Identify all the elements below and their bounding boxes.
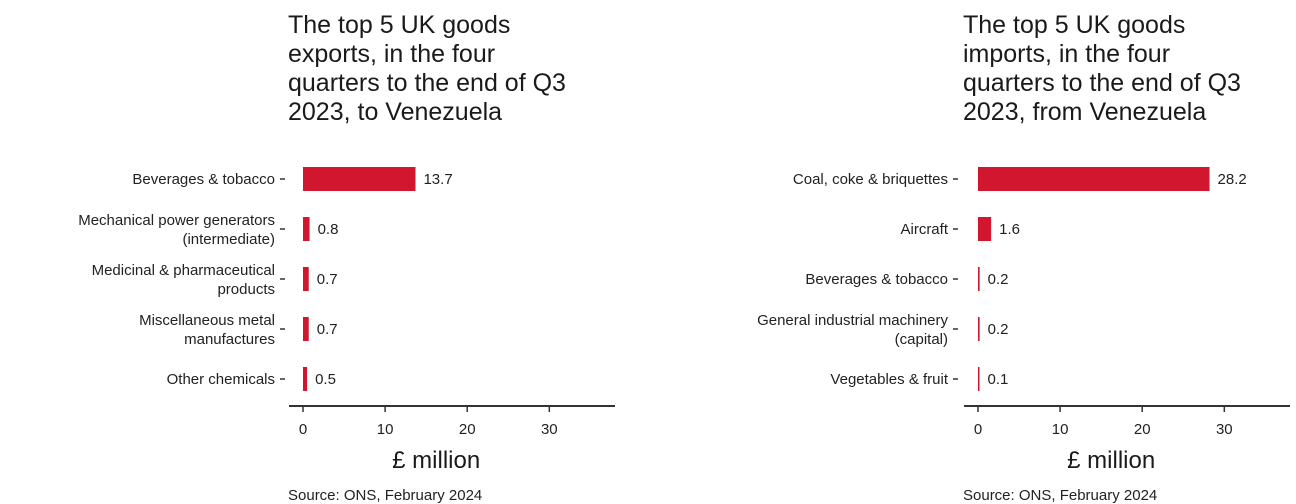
category-label: Mechanical power generators (intermediate…: [78, 212, 275, 248]
chart-panel-imports: The top 5 UK goods imports, in the four qu…: [757, 11, 1290, 504]
category-label-line: Coal, coke & briquettes: [793, 171, 948, 188]
category-label: Other chemicals: [167, 371, 275, 388]
category-label-line: Aircraft: [900, 221, 948, 238]
bar: [978, 367, 980, 391]
bar: [303, 367, 308, 391]
chart-title-line: 2023, from Venezuela: [963, 98, 1206, 126]
data-label: 1.6: [999, 221, 1020, 238]
category-label: Beverages & tobacco: [132, 171, 275, 188]
data-label: 0.8: [318, 221, 339, 238]
x-axis-label: £ million: [1067, 447, 1155, 474]
category-label: Aircraft: [900, 221, 948, 238]
category-label-line: Mechanical power generators: [78, 212, 275, 229]
bar: [303, 167, 416, 191]
category-label-line: manufactures: [184, 331, 275, 348]
x-tick-label: 20: [459, 421, 476, 438]
category-label: General industrial machinery (capital): [757, 312, 948, 348]
x-tick-label: 0: [299, 421, 307, 438]
category-label: Medicinal & pharmaceutical products: [92, 262, 275, 298]
chart-title: The top 5 UK goods imports, in the four qu…: [963, 11, 1241, 126]
data-label: 13.7: [423, 171, 452, 188]
chart-title-line: exports, in the four: [288, 40, 495, 68]
x-tick-label: 10: [1052, 421, 1069, 438]
data-label: 0.7: [317, 321, 338, 338]
category-label-line: Beverages & tobacco: [805, 271, 948, 288]
data-label: 0.1: [988, 371, 1009, 388]
chart-title: The top 5 UK goods exports, in the four qu…: [288, 11, 566, 126]
category-label-line: (capital): [895, 331, 948, 348]
bar: [978, 167, 1210, 191]
bar: [303, 217, 310, 241]
category-label-line: Beverages & tobacco: [132, 171, 275, 188]
x-tick-label: 10: [377, 421, 394, 438]
bar: [978, 267, 980, 291]
category-label: Miscellaneous metal manufactures: [139, 312, 275, 348]
chart-title-line: The top 5 UK goods: [288, 11, 510, 39]
data-label: 0.2: [988, 321, 1009, 338]
source-note: Source: ONS, February 2024: [288, 487, 482, 504]
chart-title-line: quarters to the end of Q3: [963, 69, 1241, 97]
category-label-line: Vegetables & fruit: [830, 371, 948, 388]
data-label: 0.2: [988, 271, 1009, 288]
data-label: 0.7: [317, 271, 338, 288]
x-tick-label: 30: [541, 421, 558, 438]
chart-panel-exports: The top 5 UK goods exports, in the four qu…: [78, 11, 615, 504]
category-label-line: Miscellaneous metal: [139, 312, 275, 329]
bar: [303, 317, 309, 341]
chart-title-line: quarters to the end of Q3: [288, 69, 566, 97]
category-label: Coal, coke & briquettes: [793, 171, 948, 188]
x-tick-label: 0: [974, 421, 982, 438]
x-axis-label: £ million: [392, 447, 480, 474]
chart-title-line: The top 5 UK goods: [963, 11, 1185, 39]
source-note: Source: ONS, February 2024: [963, 487, 1157, 504]
category-label-line: products: [217, 281, 275, 298]
data-label: 28.2: [1218, 171, 1247, 188]
category-label-line: General industrial machinery: [757, 312, 948, 329]
chart-title-line: 2023, to Venezuela: [288, 98, 502, 126]
bar: [978, 217, 992, 241]
chart-title-line: imports, in the four: [963, 40, 1170, 68]
category-label-line: (intermediate): [182, 231, 275, 248]
category-label: Vegetables & fruit: [830, 371, 948, 388]
bar: [978, 317, 980, 341]
category-label-line: Medicinal & pharmaceutical: [92, 262, 275, 279]
x-tick-label: 30: [1216, 421, 1233, 438]
category-label-line: Other chemicals: [167, 371, 275, 388]
data-label: 0.5: [315, 371, 336, 388]
category-label: Beverages & tobacco: [805, 271, 948, 288]
x-tick-label: 20: [1134, 421, 1151, 438]
bar: [303, 267, 309, 291]
